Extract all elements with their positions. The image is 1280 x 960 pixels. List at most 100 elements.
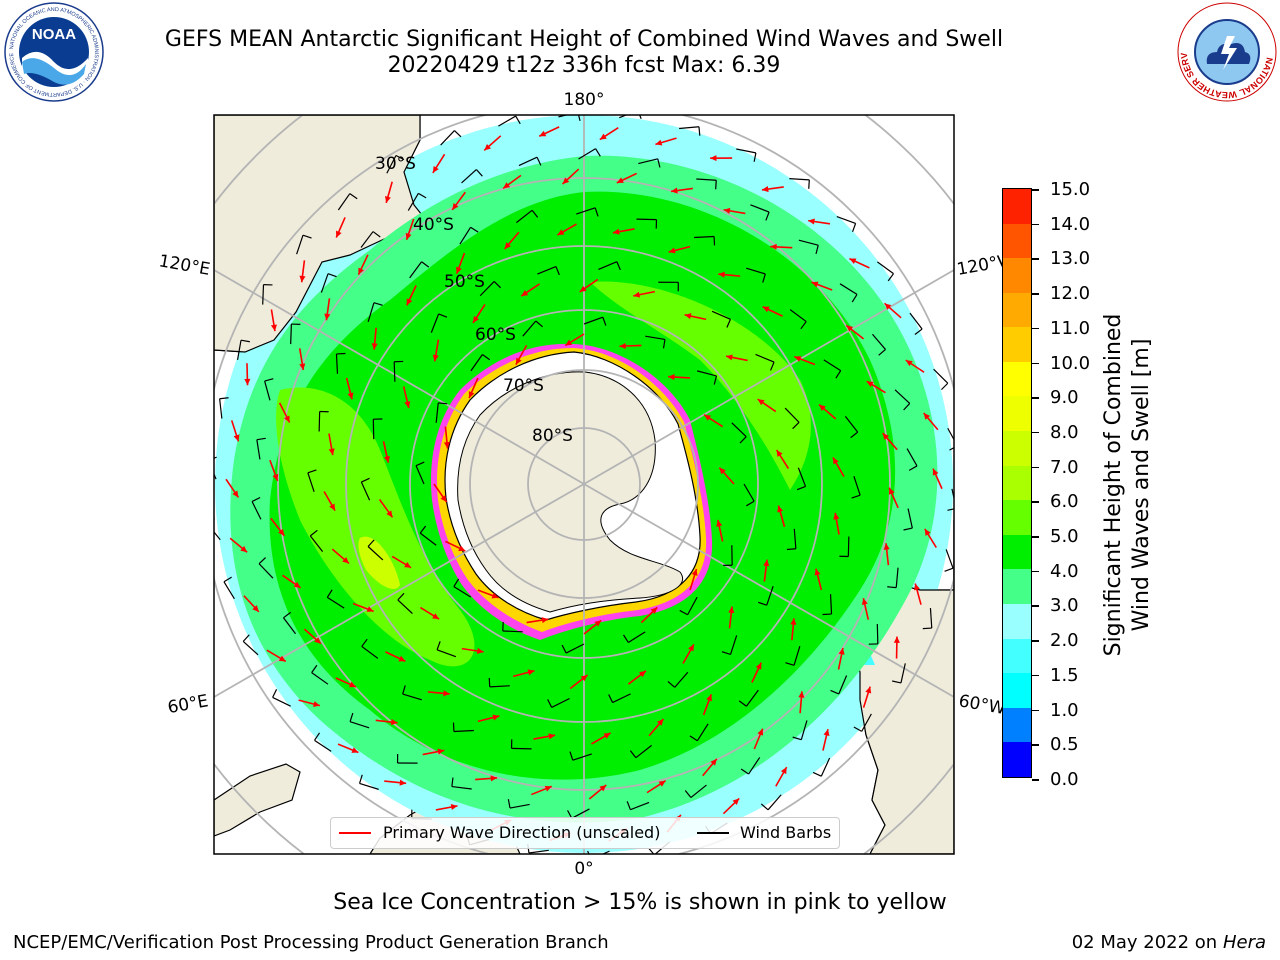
colorbar-segment bbox=[1003, 361, 1031, 397]
wind-barb bbox=[436, 641, 457, 658]
wind-barb bbox=[721, 635, 738, 655]
wind-barb bbox=[452, 722, 474, 733]
wind-barb bbox=[740, 757, 761, 775]
wave-direction-arrow bbox=[435, 804, 458, 811]
wave-direction-arrow bbox=[345, 377, 354, 400]
wave-direction-arrow bbox=[753, 728, 764, 750]
wave-direction-arrow bbox=[512, 669, 535, 678]
map-frame bbox=[213, 114, 955, 855]
noaa-logo-text: NOAA bbox=[32, 26, 76, 43]
wind-barb bbox=[587, 850, 610, 854]
colorbar-tick-mark bbox=[1032, 327, 1039, 330]
wave-direction-arrow bbox=[475, 775, 498, 782]
wave-direction-arrow bbox=[882, 432, 898, 451]
wave-direction-arrow bbox=[538, 126, 560, 137]
wind-barb bbox=[518, 156, 542, 167]
wind-barb bbox=[402, 685, 422, 701]
wave-direction-arrow bbox=[640, 606, 658, 624]
wind-barb bbox=[326, 589, 345, 609]
wind-barb bbox=[796, 467, 807, 491]
lon-label-180: 180° bbox=[564, 90, 605, 110]
wave-direction-arrow bbox=[443, 426, 450, 449]
wind-barb bbox=[792, 720, 808, 741]
wind-barb bbox=[944, 549, 954, 572]
wave-direction-arrow bbox=[883, 302, 902, 319]
wave-direction-arrow bbox=[619, 342, 642, 350]
footer-date: 02 May 2022 on Hera bbox=[1072, 932, 1266, 953]
wave-direction-arrow bbox=[526, 617, 549, 624]
wind-barb bbox=[430, 313, 448, 333]
wave-direction-arrow bbox=[761, 186, 784, 193]
wind-barb bbox=[242, 634, 259, 656]
wave-direction-arrow bbox=[230, 420, 240, 442]
wave-direction-arrow bbox=[269, 459, 279, 482]
wind-barb bbox=[307, 469, 317, 492]
colorbar-segment bbox=[1003, 258, 1031, 293]
wave-direction-arrow bbox=[531, 785, 553, 796]
wave-direction-arrow bbox=[569, 674, 589, 690]
wind-barb bbox=[619, 115, 642, 119]
wave-direction-arrow bbox=[655, 137, 677, 146]
wind-barb bbox=[507, 799, 530, 809]
wind-barb bbox=[894, 389, 911, 411]
wave-direction-arrow bbox=[616, 172, 638, 184]
wind-barb bbox=[415, 461, 425, 485]
wind-barb bbox=[933, 368, 949, 391]
colorbar-tick-mark bbox=[1032, 674, 1039, 677]
wind-barb bbox=[836, 216, 857, 233]
wave-direction-arrow bbox=[282, 574, 302, 589]
wave-direction-arrow bbox=[419, 606, 440, 620]
colorbar-label: Significant Height of Combined Wind Wave… bbox=[1100, 314, 1156, 657]
wave-direction-arrow bbox=[324, 298, 331, 321]
colorbar-tick-mark bbox=[1032, 293, 1039, 295]
wind-barb bbox=[290, 323, 301, 345]
wind-barb bbox=[909, 312, 923, 335]
wave-direction-arrow bbox=[633, 290, 655, 298]
wave-direction-arrow bbox=[883, 543, 890, 566]
wind-barb bbox=[440, 130, 462, 146]
wave-direction-arrow bbox=[371, 327, 378, 350]
footer-date-text: 02 May 2022 on bbox=[1071, 932, 1218, 953]
lat-label-30s: 30°S bbox=[375, 154, 416, 174]
lat-label-40s: 40°S bbox=[413, 215, 454, 235]
wave-direction-arrow bbox=[710, 155, 733, 162]
wind-barb bbox=[844, 415, 859, 439]
wind-barb bbox=[251, 496, 262, 520]
wind-barb bbox=[435, 402, 448, 423]
wind-barb bbox=[537, 265, 560, 276]
wave-direction-arrow bbox=[384, 779, 407, 786]
wave-direction-arrow bbox=[924, 528, 937, 549]
wave-direction-arrow bbox=[335, 677, 357, 688]
wave-direction-arrow bbox=[591, 732, 611, 745]
wind-barb bbox=[498, 115, 521, 127]
colorbar-tick-label: 9.0 bbox=[1050, 387, 1079, 409]
wave-direction-arrow bbox=[382, 441, 390, 463]
wave-direction-arrow bbox=[278, 402, 291, 423]
wave-direction-arrow bbox=[557, 223, 577, 236]
colorbar-segment bbox=[1003, 431, 1031, 466]
wave-direction-arrow bbox=[670, 187, 693, 194]
wave-direction-arrow bbox=[298, 699, 321, 707]
wave-direction-arrow bbox=[502, 174, 522, 190]
colorbar-tick-label: 10.0 bbox=[1050, 352, 1091, 374]
wind-barb bbox=[502, 621, 523, 633]
wind-barb bbox=[367, 539, 384, 561]
wave-direction-arrow bbox=[375, 719, 398, 726]
wave-direction-arrow bbox=[808, 218, 831, 225]
wave-direction-arrow bbox=[612, 228, 635, 235]
wave-direction-arrow bbox=[775, 449, 790, 469]
wave-direction-arrow bbox=[668, 374, 691, 381]
nws-logo: NATIONAL WEATHER SERVICE bbox=[1177, 2, 1277, 102]
wave-direction-arrow bbox=[751, 662, 762, 683]
wave-direction-arrow bbox=[905, 359, 925, 373]
lon-label-120e: 120°E bbox=[157, 251, 211, 280]
wave-direction-arrow bbox=[682, 643, 695, 664]
wave-direction-arrow bbox=[777, 505, 786, 527]
wind-barb bbox=[397, 592, 413, 615]
wave-direction-arrow bbox=[837, 647, 845, 670]
wave-direction-arrow bbox=[503, 231, 520, 250]
wave-direction-arrow bbox=[583, 619, 602, 635]
colorbar-segment bbox=[1003, 604, 1031, 639]
wind-barb bbox=[755, 353, 775, 371]
